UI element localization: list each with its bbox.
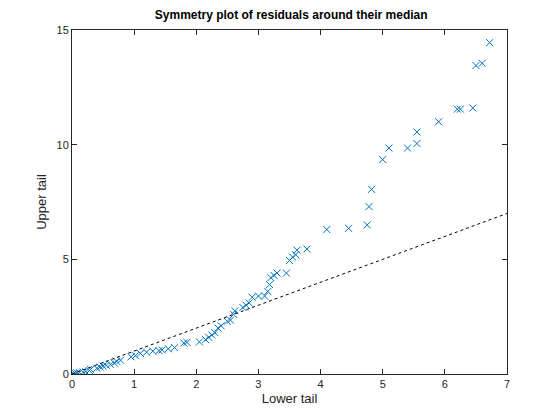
svg-text:Lower tail: Lower tail	[262, 391, 318, 406]
svg-text:0: 0	[63, 368, 69, 380]
svg-text:7: 7	[504, 378, 510, 390]
svg-text:1: 1	[131, 378, 137, 390]
svg-text:5: 5	[380, 378, 386, 390]
svg-text:5: 5	[63, 253, 69, 265]
svg-text:10: 10	[57, 139, 69, 151]
svg-text:3: 3	[255, 378, 261, 390]
svg-text:Symmetry plot of residuals aro: Symmetry plot of residuals around their …	[155, 8, 428, 22]
svg-text:15: 15	[57, 24, 69, 36]
svg-text:4: 4	[318, 378, 324, 390]
svg-text:0: 0	[69, 378, 75, 390]
svg-text:6: 6	[442, 378, 448, 390]
svg-text:Upper tail: Upper tail	[34, 174, 49, 230]
svg-text:2: 2	[193, 378, 199, 390]
